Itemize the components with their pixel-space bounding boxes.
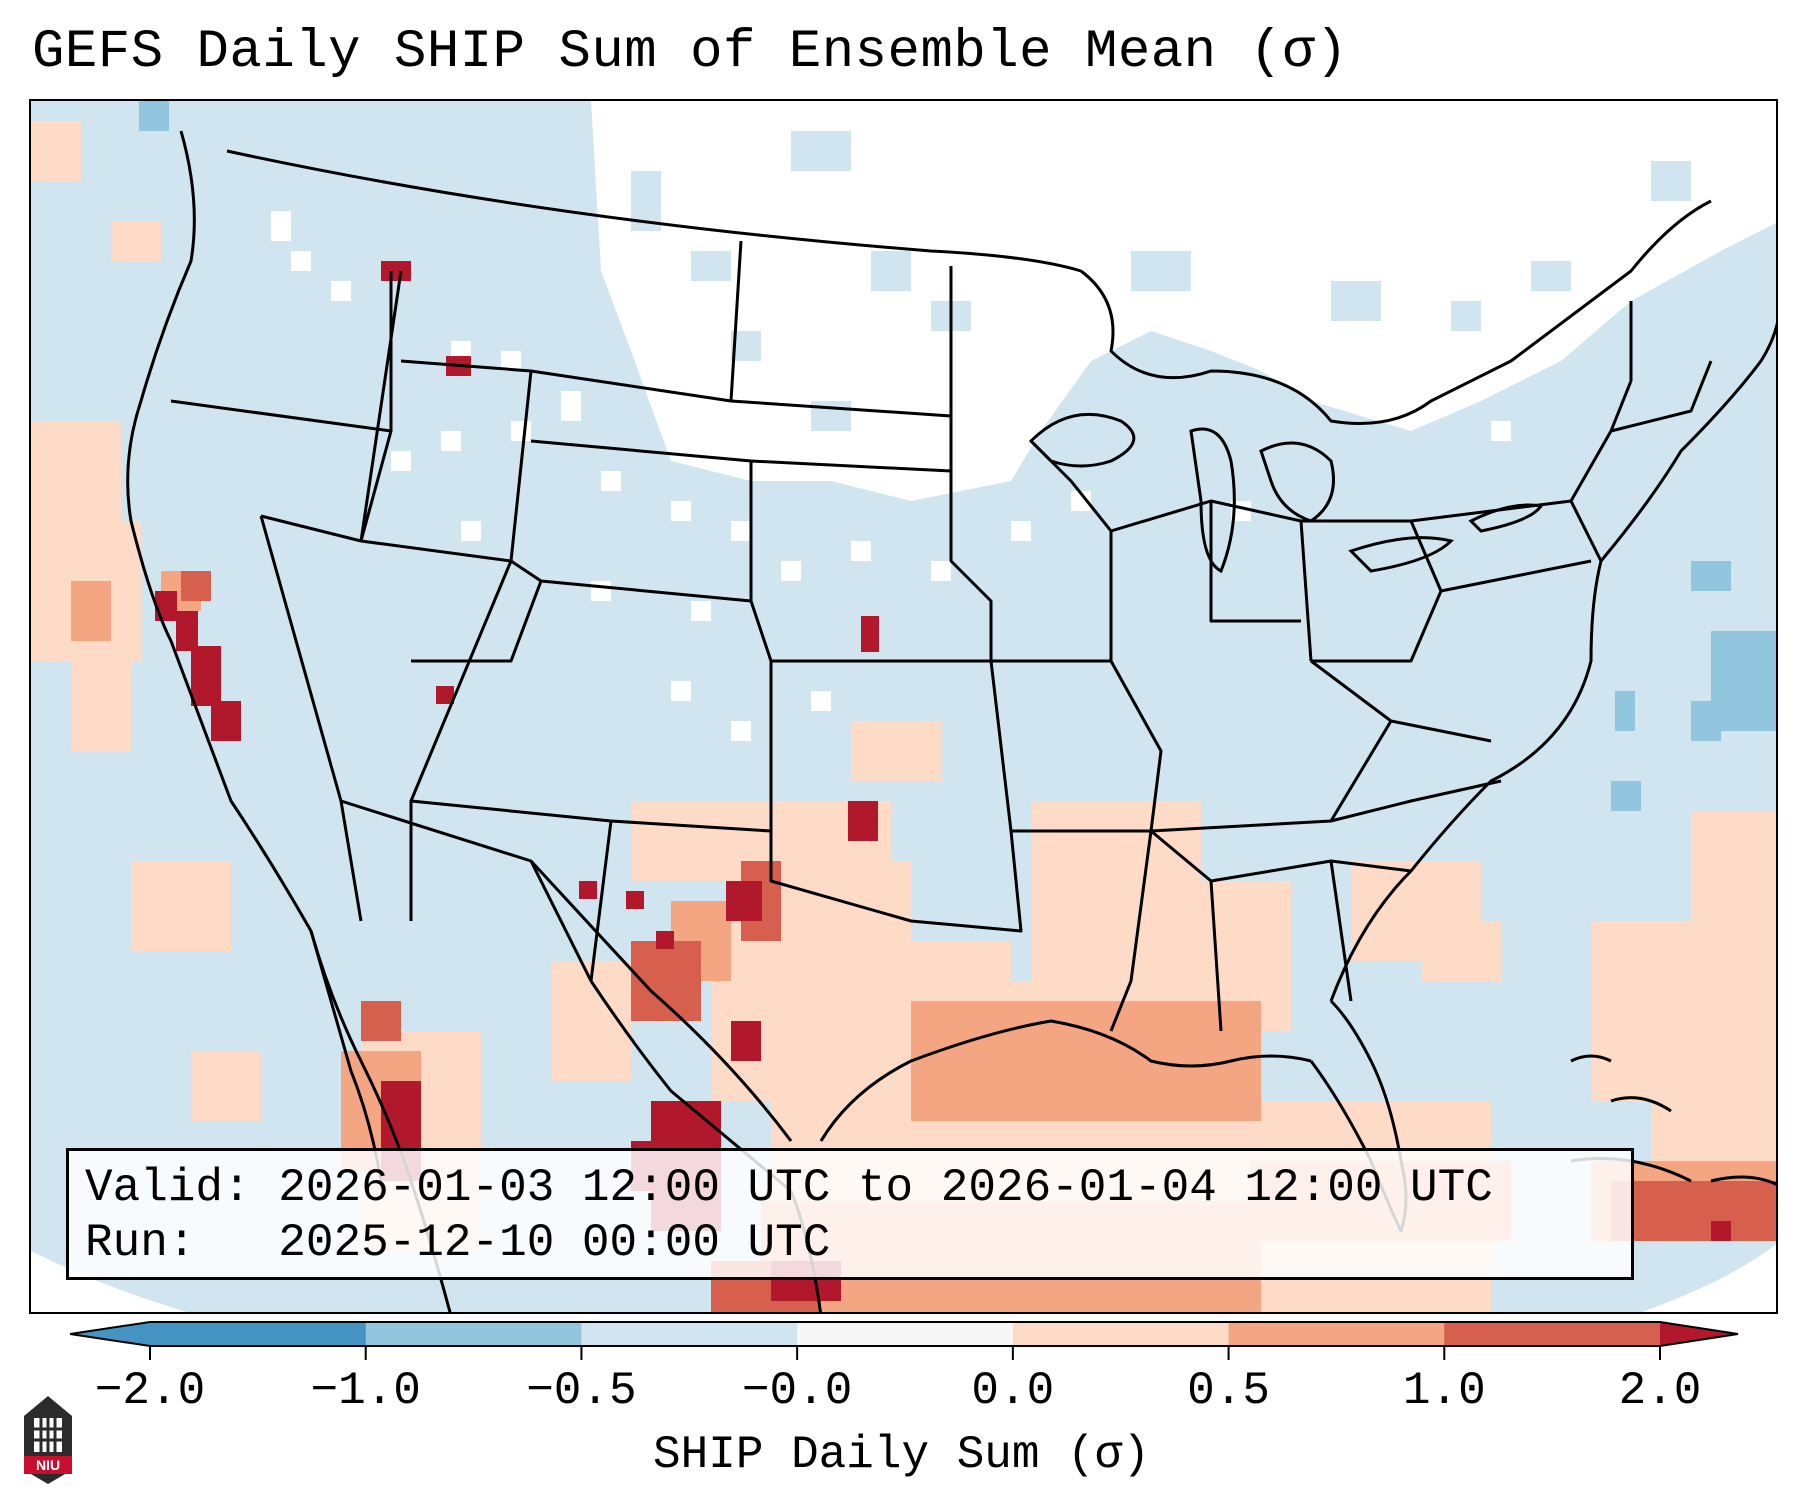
colorbar-segment <box>1444 1322 1661 1346</box>
colorbar-tick-label: 2.0 <box>1618 1365 1702 1417</box>
colorbar-extend-low <box>70 1322 150 1346</box>
valid-line: Valid: 2026-01-03 12:00 UTC to 2026-01-0… <box>85 1161 1631 1216</box>
great-lakes <box>1028 412 1544 574</box>
colorbar-tick-label: −0.0 <box>741 1365 853 1417</box>
colorbar-segment <box>797 1322 1014 1346</box>
anomaly-dark-red <box>181 571 1776 1312</box>
niu-tower-logo-icon: NIU <box>24 1396 72 1484</box>
colorbar-tick-label: 0.5 <box>1187 1365 1270 1417</box>
valid-value: 2026-01-03 12:00 UTC to 2026-01-04 12:00… <box>278 1162 1493 1214</box>
great-lakes-border <box>1080 199 1712 425</box>
colorbar-tick-label: −2.0 <box>94 1365 206 1417</box>
colorbar-ticks <box>149 1346 1661 1360</box>
no-data-zones <box>31 101 1776 1312</box>
logo-text: NIU <box>36 1457 60 1473</box>
speckle-light-blue <box>631 131 1691 431</box>
colorbar-segments <box>70 1322 1738 1346</box>
colorbar <box>70 1321 1739 1360</box>
map-frame <box>29 99 1778 1314</box>
run-label: Run: <box>85 1217 196 1269</box>
valid-label: Valid: <box>85 1162 251 1214</box>
valid-run-info-box: Valid: 2026-01-03 12:00 UTC to 2026-01-0… <box>66 1148 1634 1280</box>
mexico-border <box>340 799 793 1142</box>
run-line: Run: 2025-12-10 00:00 UTC <box>85 1216 1631 1271</box>
colorbar-title: SHIP Daily Sum (σ) <box>653 1429 1150 1481</box>
colorbar-segment <box>1012 1322 1230 1346</box>
page-title: GEFS Daily SHIP Sum of Ensemble Mean (σ) <box>32 22 1349 83</box>
colorbar-tick-label: 1.0 <box>1402 1365 1486 1417</box>
colorbar-extend-high <box>1660 1322 1738 1346</box>
run-value: 2025-12-10 00:00 UTC <box>278 1217 831 1269</box>
colorbar-segment <box>581 1322 798 1346</box>
colorbar-segment <box>365 1322 582 1346</box>
anomaly-mid-blue <box>139 101 1776 811</box>
colorbar-segment <box>1228 1322 1445 1346</box>
colorbar-outline <box>70 1321 1739 1347</box>
state-lines <box>170 240 1713 1032</box>
atlantic-coast <box>1329 322 1776 1002</box>
baja-coast <box>309 930 383 1182</box>
speckle-white <box>271 211 1511 741</box>
texas-gulf-coast <box>819 1019 1312 1142</box>
map-canvas <box>31 101 1776 1312</box>
colorbar-tick-label: −0.5 <box>526 1365 637 1417</box>
colorbar-tick-label: 0.0 <box>971 1365 1055 1417</box>
colorbar-tick-label: −1.0 <box>310 1365 421 1417</box>
us-canada-border <box>226 149 1082 273</box>
pacific-coast <box>126 130 452 1312</box>
colorbar-segment <box>150 1322 367 1346</box>
